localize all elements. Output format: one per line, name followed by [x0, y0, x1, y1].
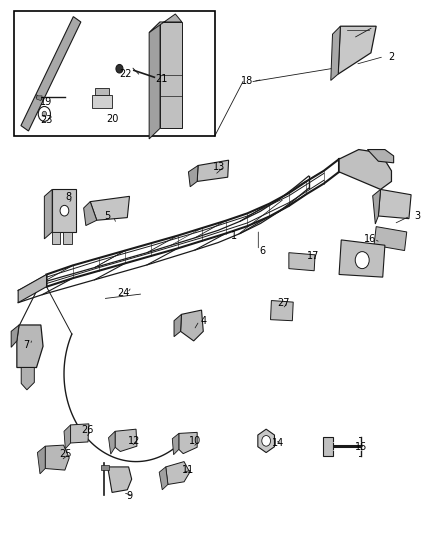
- Polygon shape: [339, 240, 385, 277]
- Text: 4: 4: [201, 316, 207, 326]
- Polygon shape: [18, 274, 46, 303]
- Text: 3: 3: [415, 211, 421, 221]
- Polygon shape: [17, 325, 43, 368]
- Circle shape: [42, 111, 46, 117]
- Polygon shape: [174, 314, 181, 337]
- Text: 27: 27: [277, 297, 290, 308]
- Polygon shape: [166, 462, 190, 484]
- Polygon shape: [172, 433, 179, 455]
- Circle shape: [116, 64, 123, 73]
- Polygon shape: [338, 26, 376, 74]
- Polygon shape: [188, 165, 198, 187]
- Polygon shape: [149, 22, 160, 139]
- Polygon shape: [44, 189, 52, 239]
- Circle shape: [38, 107, 50, 122]
- Polygon shape: [179, 432, 197, 454]
- Polygon shape: [95, 88, 109, 95]
- Polygon shape: [180, 310, 203, 341]
- Polygon shape: [374, 227, 407, 251]
- Polygon shape: [339, 150, 392, 189]
- Text: 13: 13: [213, 161, 225, 172]
- Text: 15: 15: [355, 442, 367, 452]
- Polygon shape: [197, 160, 229, 181]
- Polygon shape: [331, 26, 340, 80]
- Text: 5: 5: [105, 211, 111, 221]
- Polygon shape: [378, 189, 411, 219]
- Text: 1: 1: [231, 231, 237, 241]
- Text: 6: 6: [260, 246, 266, 255]
- Bar: [14, 11, 215, 136]
- Polygon shape: [149, 14, 182, 33]
- Polygon shape: [109, 431, 115, 454]
- Text: 19: 19: [40, 96, 53, 107]
- Text: 20: 20: [106, 114, 118, 124]
- Polygon shape: [21, 368, 34, 390]
- Polygon shape: [289, 253, 315, 271]
- Text: 21: 21: [155, 75, 168, 84]
- Polygon shape: [373, 189, 381, 224]
- Polygon shape: [36, 96, 42, 101]
- Polygon shape: [160, 22, 182, 128]
- Polygon shape: [37, 446, 45, 474]
- Text: 18: 18: [241, 77, 254, 86]
- Text: 23: 23: [40, 115, 53, 125]
- Text: 24: 24: [117, 288, 129, 298]
- Polygon shape: [11, 325, 19, 348]
- Polygon shape: [45, 445, 69, 470]
- Polygon shape: [52, 232, 60, 244]
- Text: 9: 9: [127, 491, 133, 501]
- Text: 2: 2: [389, 52, 395, 61]
- Polygon shape: [71, 424, 89, 443]
- Text: 25: 25: [59, 449, 71, 458]
- Text: 22: 22: [119, 69, 131, 79]
- Polygon shape: [21, 17, 81, 131]
- Text: 7: 7: [23, 340, 29, 350]
- Circle shape: [60, 205, 69, 216]
- Polygon shape: [63, 232, 72, 244]
- Polygon shape: [108, 467, 132, 492]
- Polygon shape: [323, 437, 332, 456]
- Text: 14: 14: [272, 438, 284, 448]
- Polygon shape: [52, 189, 76, 232]
- Text: 11: 11: [182, 465, 194, 474]
- Text: 8: 8: [65, 192, 71, 203]
- Text: 16: 16: [364, 234, 376, 244]
- Text: 12: 12: [127, 436, 140, 446]
- Text: 10: 10: [189, 436, 201, 446]
- Polygon shape: [92, 95, 112, 108]
- Polygon shape: [271, 301, 293, 321]
- Circle shape: [262, 435, 271, 446]
- Polygon shape: [115, 429, 137, 451]
- Polygon shape: [84, 201, 97, 225]
- Polygon shape: [258, 429, 275, 453]
- Polygon shape: [159, 467, 168, 490]
- Polygon shape: [90, 196, 130, 220]
- Text: 17: 17: [307, 251, 319, 261]
- Polygon shape: [367, 150, 394, 163]
- Polygon shape: [101, 465, 109, 470]
- Polygon shape: [64, 425, 71, 449]
- Text: 26: 26: [81, 425, 93, 435]
- Circle shape: [355, 252, 369, 269]
